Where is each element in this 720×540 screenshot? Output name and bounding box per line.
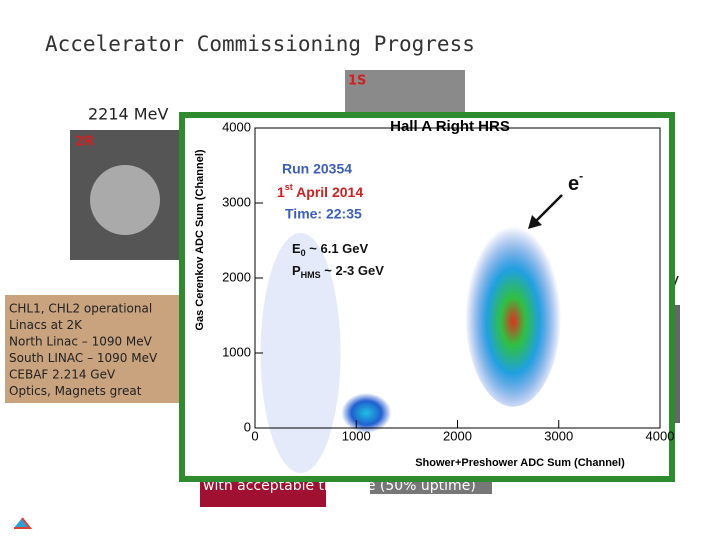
particle-label-part: e xyxy=(568,173,579,195)
plot-title: Hall A Right HRS xyxy=(390,118,510,135)
status-box xyxy=(5,295,183,403)
status-line: Optics, Magnets great xyxy=(9,384,142,398)
status-line: CEBAF 2.214 GeV xyxy=(9,368,116,382)
beam-label: E0 ~ 6.1 GeV xyxy=(292,241,369,258)
event-cluster xyxy=(341,393,392,433)
momentum-label: PHMS ~ 2-3 GeV xyxy=(292,263,384,280)
logo xyxy=(14,517,33,529)
logo xyxy=(14,518,30,528)
momentum-label-part: ~ 2-3 GeV xyxy=(321,263,385,278)
date-label-part: April 2014 xyxy=(293,184,364,200)
plot-frame xyxy=(179,112,675,482)
y-tick-label: 3000 xyxy=(222,194,251,209)
x-tick-label: 0 xyxy=(251,428,258,443)
photo-label: 2R xyxy=(75,135,94,150)
event-cluster xyxy=(465,216,562,407)
date-label: 1st April 2014 xyxy=(277,182,363,199)
status-line: CHL1, CHL2 operational xyxy=(9,302,152,316)
x-axis-label: Shower+Preshower ADC Sum (Channel) xyxy=(415,457,625,469)
beam-label-part: 0 xyxy=(301,248,306,258)
y-tick-label: 2000 xyxy=(222,269,251,284)
y-axis-label: Gas Cerenkov ADC Sum (Channel) xyxy=(194,149,206,330)
x-tick-label: 1000 xyxy=(342,428,371,443)
status-line: Linacs at 2K xyxy=(9,318,83,332)
time-label: Time: 22:35 xyxy=(285,206,362,222)
momentum-label-part: HMS xyxy=(301,270,321,280)
x-tick-label: 4000 xyxy=(646,428,675,443)
particle-label-part: - xyxy=(579,169,583,183)
y-tick-label: 4000 xyxy=(222,119,251,134)
date-label-part: st xyxy=(285,182,293,192)
photo-detail xyxy=(90,165,160,235)
y-tick-label: 1000 xyxy=(222,344,251,359)
arrow xyxy=(534,194,563,223)
arrow-head xyxy=(528,215,542,229)
event-cluster xyxy=(260,233,341,473)
beam-label-part: ~ 6.1 GeV xyxy=(306,241,369,256)
photo-label: 1S xyxy=(348,74,366,89)
momentum-label-part: P xyxy=(292,263,301,278)
run-label: Run 20354 xyxy=(282,161,352,177)
y-tick-label: 0 xyxy=(244,419,251,434)
status-line: North Linac – 1090 MeV xyxy=(9,335,153,349)
x-tick-label: 3000 xyxy=(544,428,573,443)
slide-title: Accelerator Commissioning Progress xyxy=(45,32,475,56)
x-tick-label: 2000 xyxy=(443,428,472,443)
energy-label: 2214 MeV xyxy=(88,105,168,124)
particle-label: e- xyxy=(568,169,583,195)
beam-label-part: E xyxy=(292,241,301,256)
status-line: South LINAC – 1090 MeV xyxy=(9,351,158,365)
date-label-part: 1 xyxy=(277,184,285,200)
